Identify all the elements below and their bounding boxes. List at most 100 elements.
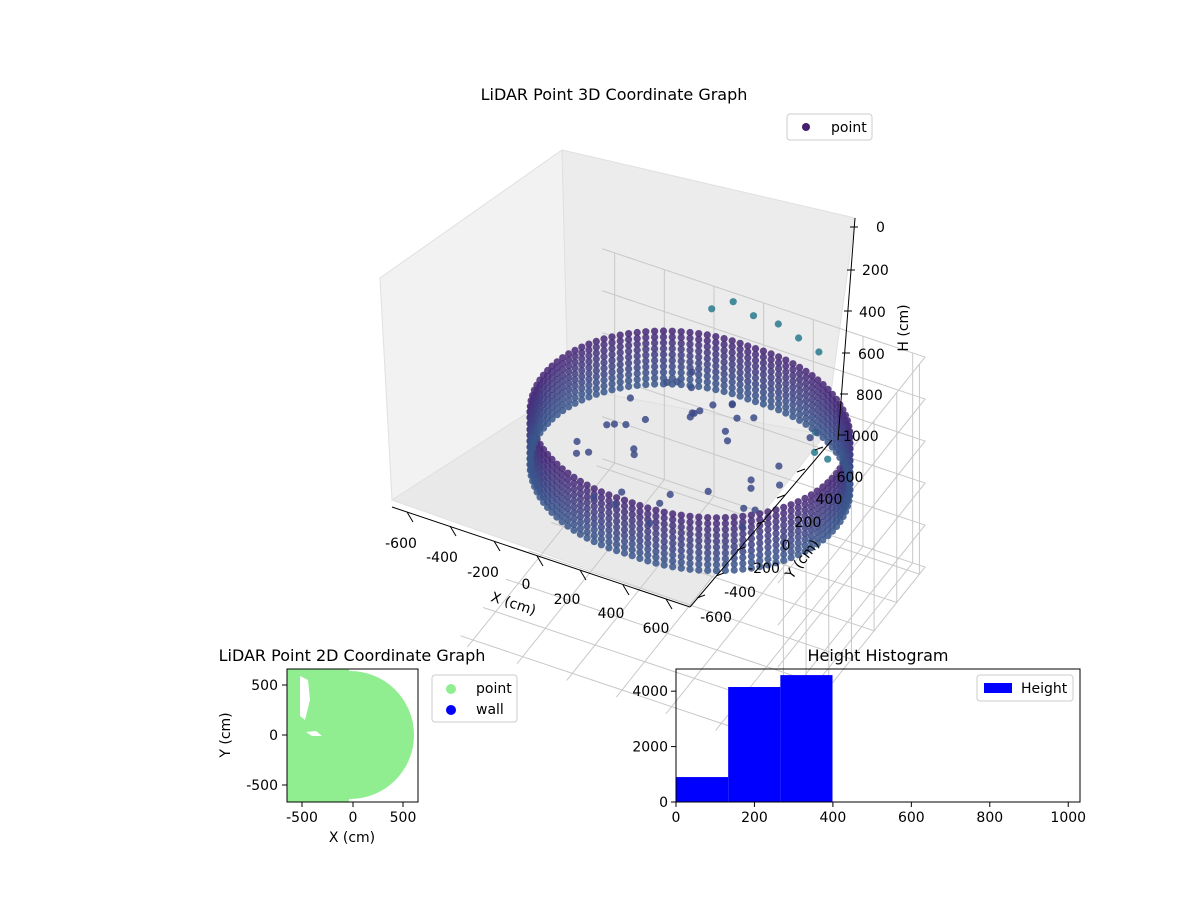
scatter-point bbox=[704, 384, 711, 391]
scatter-point bbox=[577, 531, 584, 538]
scatter-point bbox=[815, 348, 822, 355]
scatter-point bbox=[731, 567, 738, 574]
y-tick-label: 4000 bbox=[632, 684, 668, 700]
scatter-point bbox=[760, 400, 767, 407]
scatter-point bbox=[739, 566, 746, 573]
scatter-point bbox=[613, 547, 620, 554]
x-tick-label: 400 bbox=[820, 810, 847, 826]
z-tick-label: 1000 bbox=[843, 429, 879, 445]
scatter-point bbox=[636, 555, 643, 562]
scatter-point bbox=[644, 557, 651, 564]
scatter-point bbox=[708, 305, 715, 312]
scatter-point bbox=[776, 482, 783, 489]
scatter-point bbox=[590, 494, 597, 501]
scatter-point bbox=[744, 395, 751, 402]
legend-label-point: point bbox=[476, 681, 512, 697]
scatter-point bbox=[661, 562, 668, 569]
x-tick-label: 200 bbox=[741, 810, 768, 826]
x-tick-label: -200 bbox=[467, 565, 499, 581]
z-tick-label: 200 bbox=[862, 263, 889, 279]
x-tick-label: 0 bbox=[672, 810, 681, 826]
scatter-point bbox=[729, 400, 736, 407]
x-tick-label: 600 bbox=[898, 810, 925, 826]
scatter-point bbox=[603, 421, 610, 428]
scatter-point bbox=[780, 557, 787, 564]
scatter-point bbox=[667, 491, 674, 498]
scatter-point bbox=[629, 552, 636, 559]
scatter-point bbox=[669, 381, 676, 388]
scatter-point bbox=[617, 384, 624, 391]
figure: LiDAR Point 3D Coordinate Graph -600 -40… bbox=[0, 0, 1200, 900]
legend-label-point: point bbox=[831, 120, 867, 136]
x-tick-label: 400 bbox=[598, 606, 625, 622]
y-tick-label: -400 bbox=[724, 585, 756, 601]
scatter-point bbox=[678, 565, 685, 572]
scatter-point bbox=[598, 541, 605, 548]
scatter-point bbox=[651, 381, 658, 388]
chart-title-3d: LiDAR Point 3D Coordinate Graph bbox=[481, 85, 748, 104]
scatter-point bbox=[722, 428, 729, 435]
scatter-point bbox=[656, 500, 663, 507]
scatter-point bbox=[747, 485, 754, 492]
scatter-point bbox=[584, 535, 591, 542]
legend-marker-wall bbox=[446, 705, 456, 715]
scatter-point bbox=[600, 388, 607, 395]
scatter-point bbox=[689, 409, 696, 416]
z-tick-label: 0 bbox=[876, 220, 885, 236]
scatter-point bbox=[642, 416, 649, 423]
scatter-point bbox=[686, 382, 693, 389]
scatter-point bbox=[768, 403, 775, 410]
scatter-point bbox=[795, 334, 802, 341]
x-tick-label: 500 bbox=[390, 810, 417, 826]
x-tick-label: -500 bbox=[286, 810, 318, 826]
scatter-point bbox=[608, 386, 615, 393]
legend-marker-height bbox=[984, 683, 1012, 693]
scatter-point bbox=[695, 383, 702, 390]
y-tick-label: 0 bbox=[659, 795, 668, 811]
legend-3d: point bbox=[787, 114, 872, 140]
scatter-point bbox=[660, 380, 667, 387]
scatter-point bbox=[571, 400, 578, 407]
z-tick-label: 600 bbox=[858, 347, 885, 363]
x-tick-label: 600 bbox=[643, 621, 670, 637]
scatter-point bbox=[721, 388, 728, 395]
x-tick-label: 0 bbox=[349, 810, 358, 826]
y-tick-label: 500 bbox=[251, 678, 278, 694]
z-tick-label: 800 bbox=[856, 388, 883, 404]
scatter-point bbox=[625, 383, 632, 390]
x-tick-label: 1000 bbox=[1050, 810, 1086, 826]
scatter-point bbox=[695, 567, 702, 574]
z-axis-label-3d: H (cm) bbox=[896, 304, 912, 351]
scatter-point bbox=[796, 417, 803, 424]
y-tick-label: 200 bbox=[795, 515, 822, 531]
x-axis-label-2d: X (cm) bbox=[329, 830, 375, 846]
x-tick-label: 800 bbox=[976, 810, 1003, 826]
scatter-point bbox=[585, 393, 592, 400]
scatter-point bbox=[559, 407, 566, 414]
legend-label-wall: wall bbox=[476, 702, 504, 718]
scatter-point bbox=[634, 382, 641, 389]
scatter-point bbox=[775, 406, 782, 413]
legend-marker-point bbox=[446, 684, 456, 694]
scatter-point bbox=[748, 476, 755, 483]
scatter-point bbox=[712, 386, 719, 393]
chart-title-2d: LiDAR Point 2D Coordinate Graph bbox=[219, 646, 486, 665]
scatter-point bbox=[564, 523, 571, 530]
x-tick-label: 0 bbox=[522, 577, 531, 593]
scatter-point bbox=[729, 390, 736, 397]
histogram-bar bbox=[728, 687, 780, 802]
scatter-point bbox=[646, 520, 653, 527]
scatter-point bbox=[652, 560, 659, 567]
scatter-point bbox=[618, 489, 625, 496]
scatter-point bbox=[705, 488, 712, 495]
scatter-point bbox=[593, 391, 600, 398]
histogram-bar bbox=[676, 777, 728, 802]
scatter-point bbox=[611, 501, 618, 508]
scatter-point bbox=[737, 393, 744, 400]
scatter-point bbox=[669, 563, 676, 570]
y-tick-label: -500 bbox=[246, 778, 278, 794]
scatter-point bbox=[724, 437, 731, 444]
scatter-point bbox=[678, 381, 685, 388]
scatter-point bbox=[627, 394, 634, 401]
y-tick-label: -600 bbox=[700, 610, 732, 626]
